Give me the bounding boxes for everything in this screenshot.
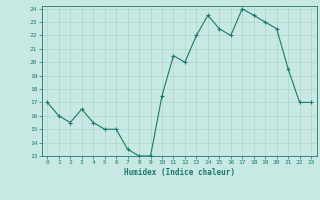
X-axis label: Humidex (Indice chaleur): Humidex (Indice chaleur) — [124, 168, 235, 177]
